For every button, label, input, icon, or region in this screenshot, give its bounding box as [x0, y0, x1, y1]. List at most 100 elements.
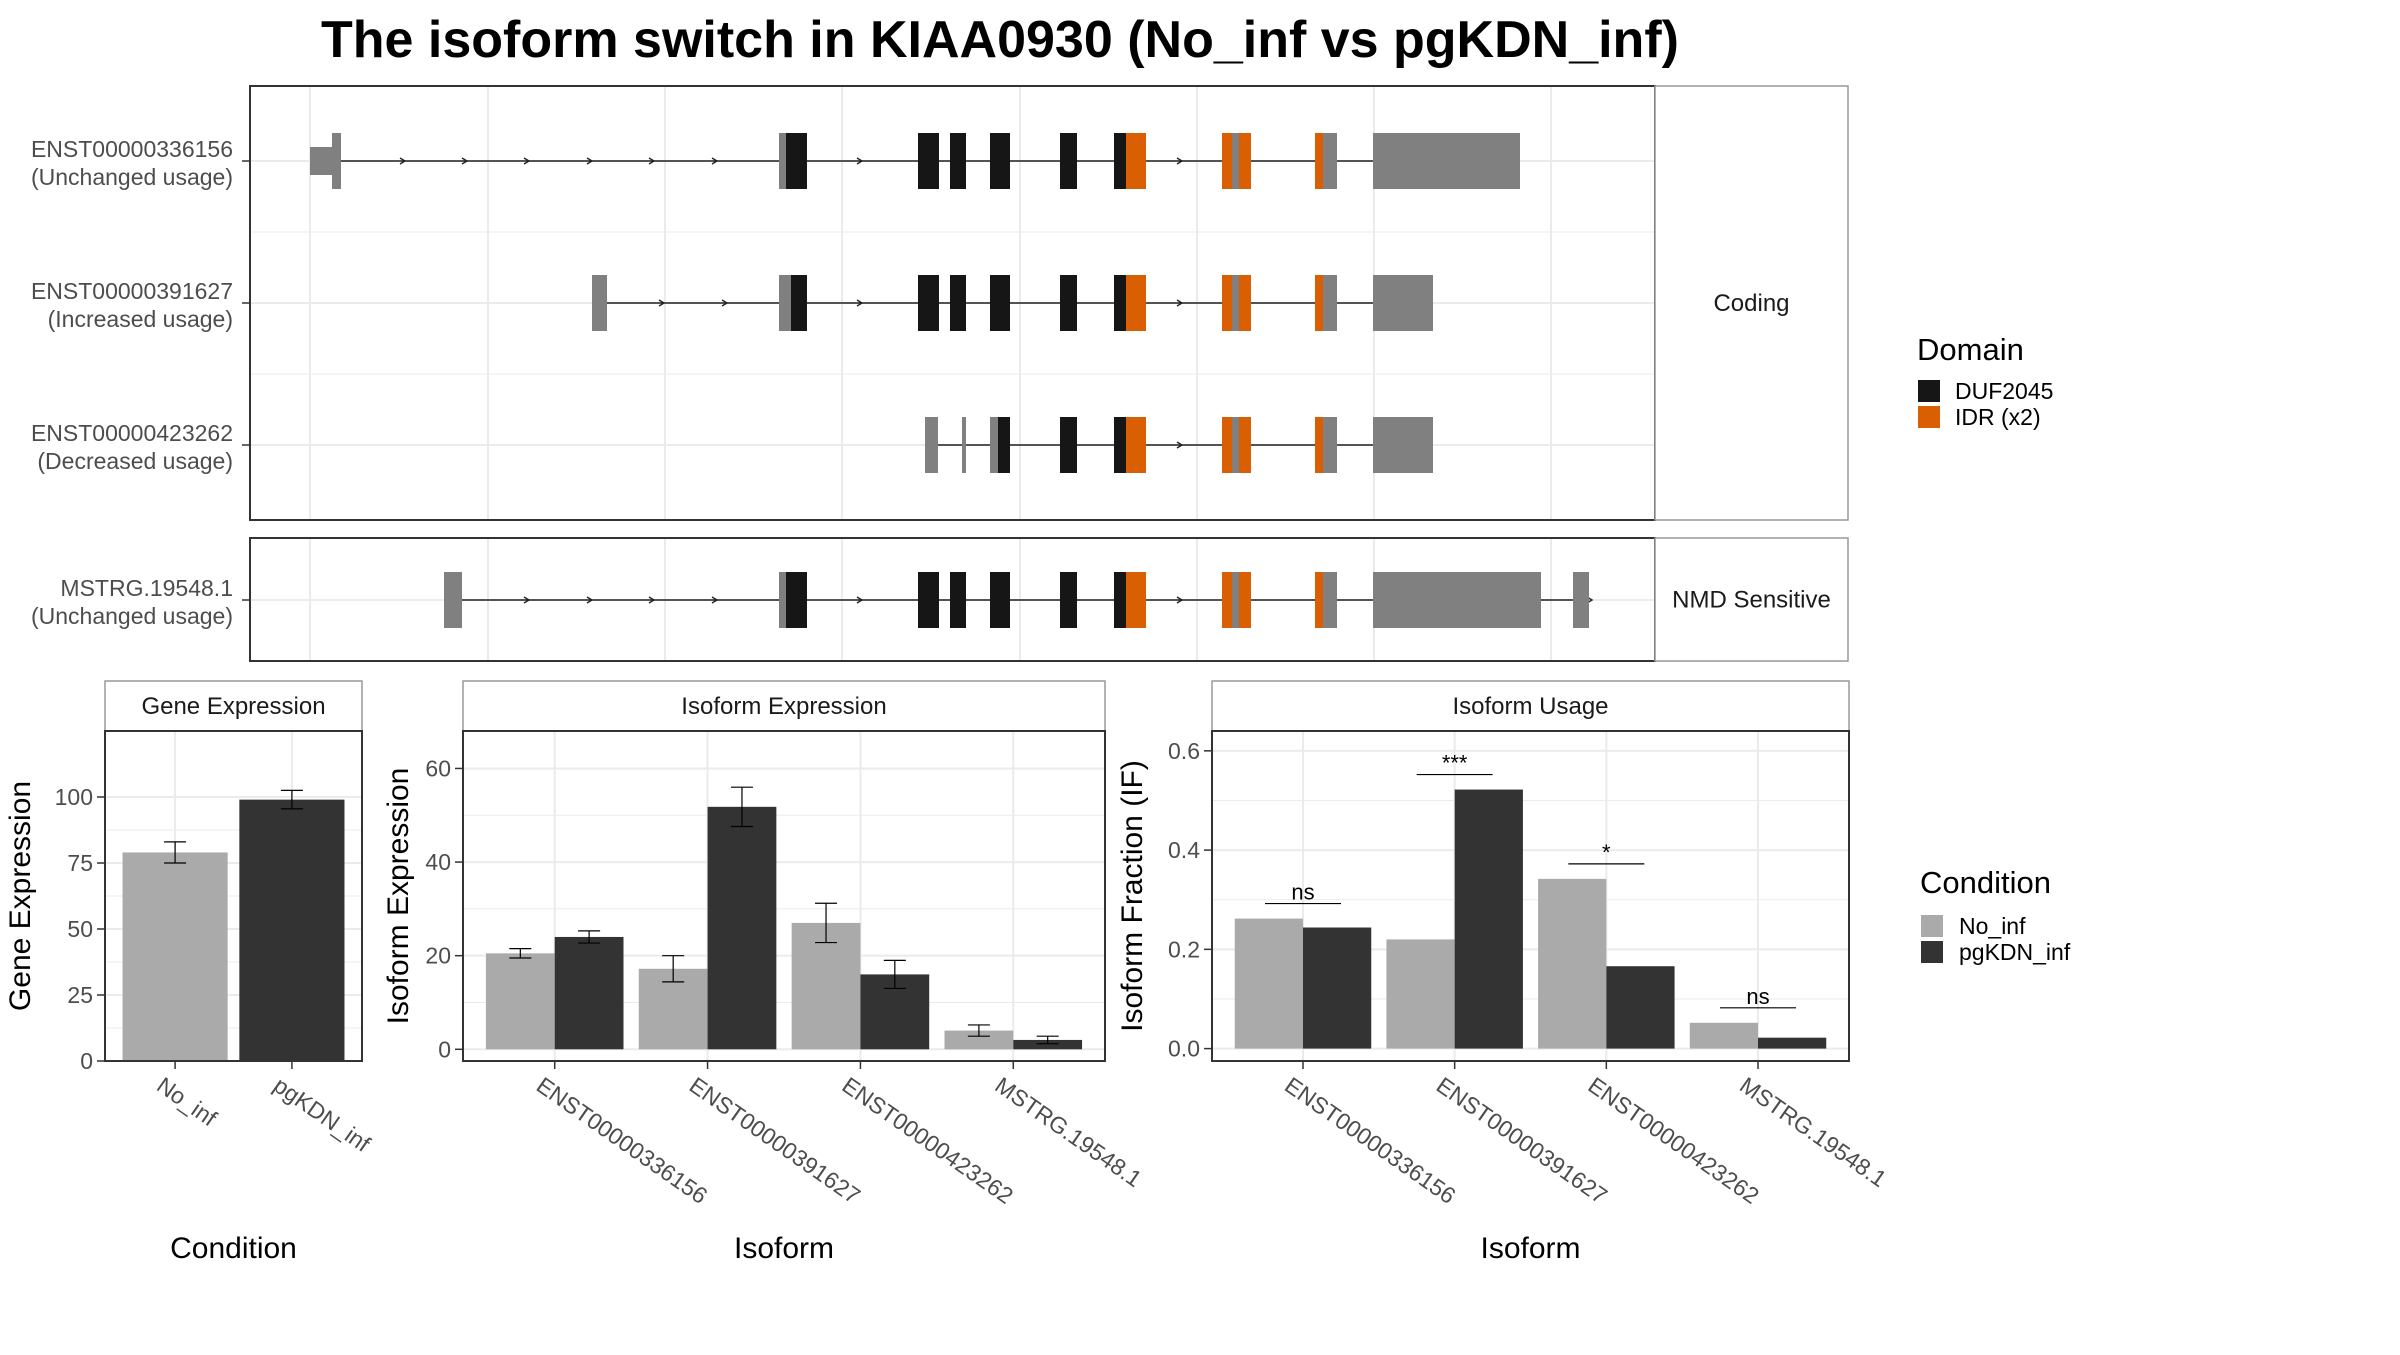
duf2045-domain-exon — [1060, 572, 1077, 628]
x-tick-label: MSTRG.19548.1 — [1735, 1072, 1891, 1192]
duf2045-domain-exon — [1060, 133, 1077, 189]
y-tick-label: 75 — [67, 850, 93, 876]
bar — [1303, 927, 1372, 1049]
panel-title: Isoform Usage — [1452, 693, 1608, 720]
y-tick-label: 0 — [80, 1048, 93, 1074]
coding-strip-label: Coding — [1713, 290, 1789, 317]
utr-block — [1323, 572, 1337, 628]
y-tick-label: 0 — [438, 1036, 451, 1062]
nmd-strip-label: NMD Sensitive — [1672, 587, 1831, 614]
strand-arrow — [648, 596, 656, 604]
condition-legend-title: Condition — [1920, 865, 2051, 900]
idr-domain-exon — [1239, 417, 1251, 473]
utr-block — [332, 133, 341, 189]
domain-legend-label: IDR (x2) — [1955, 404, 2041, 430]
duf2045-domain-exon — [918, 275, 939, 331]
panel-title: Gene Expression — [141, 693, 325, 720]
utr-block — [444, 572, 462, 628]
bar — [1234, 918, 1303, 1049]
utr-block — [1232, 133, 1239, 189]
bar — [1386, 939, 1455, 1049]
isoform-usage-panel: Isoform UsagensENST00000336156***ENST000… — [1116, 680, 1891, 1265]
duf2045-domain-exon — [990, 133, 1010, 189]
duf2045-domain-exon — [1060, 275, 1077, 331]
utr-block — [1232, 275, 1239, 331]
strand-arrow — [648, 157, 656, 165]
idr-domain-exon — [1239, 572, 1251, 628]
strand-arrow — [523, 157, 531, 165]
utr-block — [779, 572, 786, 628]
bar — [485, 953, 555, 1050]
y-tick-label: 50 — [67, 916, 93, 942]
transcript-usage-label: (Decreased usage) — [37, 448, 233, 474]
idr-domain-exon — [1222, 275, 1232, 331]
strand-arrow — [658, 299, 666, 307]
bar — [1454, 789, 1523, 1049]
idr-domain-exon — [1315, 417, 1323, 473]
strand-arrow — [586, 596, 594, 604]
y-tick-label: 0.4 — [1168, 837, 1200, 863]
utr-block — [1381, 572, 1541, 628]
transcript-usage-label: (Unchanged usage) — [31, 603, 233, 629]
bar — [1538, 878, 1607, 1049]
utr-block — [990, 417, 998, 473]
transcript-label: ENST00000423262 — [31, 420, 233, 446]
idr-domain-exon — [1315, 133, 1323, 189]
bar — [1013, 1039, 1083, 1050]
strand-arrow — [523, 596, 531, 604]
bar — [707, 806, 777, 1050]
y-tick-label: 0.0 — [1168, 1036, 1200, 1062]
duf2045-domain-exon — [950, 572, 966, 628]
y-tick-label: 0.2 — [1168, 936, 1200, 962]
strand-arrow — [1176, 157, 1184, 165]
transcript-label: ENST00000336156 — [31, 136, 233, 162]
plot-border — [104, 730, 363, 1062]
strand-arrow — [1176, 441, 1184, 449]
condition-legend-label: pgKDN_inf — [1959, 939, 2071, 965]
x-axis-title: Isoform — [734, 1232, 834, 1265]
bar — [122, 852, 228, 1061]
idr-domain-exon — [1315, 275, 1323, 331]
utr-block — [1381, 133, 1520, 189]
utr-block — [1323, 417, 1337, 473]
strand-arrow — [856, 299, 864, 307]
utr-block — [1373, 275, 1381, 331]
transcript-usage-label: (Increased usage) — [48, 306, 233, 332]
transcript-usage-label: (Unchanged usage) — [31, 164, 233, 190]
strand-arrow — [1176, 299, 1184, 307]
figure-title: The isoform switch in KIAA0930 (No_inf v… — [321, 11, 1679, 69]
duf2045-domain-exon — [998, 417, 1010, 473]
domain-legend-key — [1918, 380, 1940, 402]
x-tick-label: No_inf — [152, 1072, 222, 1132]
condition-legend-label: No_inf — [1959, 913, 2026, 939]
idr-domain-exon — [1126, 133, 1146, 189]
bar — [1758, 1037, 1827, 1049]
utr-block — [1232, 572, 1239, 628]
panel-strip — [104, 680, 363, 732]
significance-label: * — [1602, 840, 1611, 865]
x-axis-title: Condition — [170, 1232, 297, 1265]
y-axis-title: Isoform Expression — [382, 768, 415, 1025]
nmd-strip — [1654, 537, 1849, 662]
utr-block — [1323, 133, 1337, 189]
bar — [239, 799, 345, 1061]
x-tick-label: pgKDN_inf — [269, 1072, 376, 1157]
bar — [944, 1030, 1014, 1050]
duf2045-domain-exon — [918, 572, 939, 628]
y-tick-label: 20 — [425, 943, 451, 969]
panel-strip — [1211, 680, 1850, 732]
duf2045-domain-exon — [950, 275, 966, 331]
strand-arrow — [711, 157, 719, 165]
bar — [554, 936, 624, 1050]
idr-domain-exon — [1126, 572, 1146, 628]
utr-block — [1381, 275, 1433, 331]
condition-legend-key — [1921, 915, 1943, 937]
y-axis-title: Isoform Fraction (IF) — [1116, 760, 1149, 1032]
plot-border — [1211, 730, 1850, 1062]
idr-domain-exon — [1239, 133, 1251, 189]
y-tick-label: 100 — [55, 784, 93, 810]
utr-block — [1323, 275, 1337, 331]
